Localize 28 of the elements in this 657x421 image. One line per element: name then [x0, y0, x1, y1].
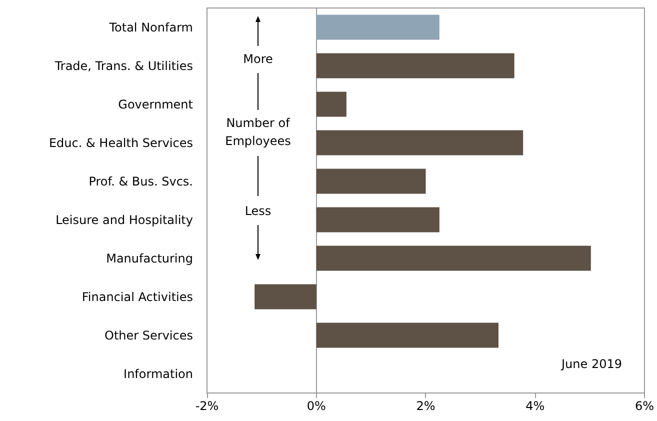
bar	[316, 322, 498, 348]
y-tick-label: Financial Activities	[82, 290, 193, 304]
bar	[316, 53, 514, 78]
x-tick-label: -2%	[195, 399, 219, 413]
x-tick-label: 2%	[416, 399, 436, 413]
y-tick-label: Government	[118, 97, 194, 112]
y-tick-label: Manufacturing	[106, 251, 193, 266]
y-tick-label: Trade, Trans. & Utilities	[54, 58, 193, 73]
x-tick-label: 0%	[306, 399, 326, 413]
bar	[316, 14, 440, 40]
bar	[316, 207, 440, 232]
annotation: More	[243, 52, 273, 66]
annotation: Less	[244, 204, 272, 218]
x-tick-label: 6%	[634, 399, 654, 413]
bar	[316, 130, 524, 156]
y-tick-label: Information	[124, 366, 193, 381]
y-tick-label: Educ. & Health Services	[48, 136, 193, 150]
x-tick-label: 4%	[526, 399, 545, 413]
bar	[316, 168, 426, 194]
y-tick-label: Other Services	[104, 328, 193, 342]
bar	[316, 246, 591, 271]
y-tick-label: Prof. & Bus. Svcs.	[88, 174, 193, 188]
bar	[254, 284, 316, 310]
y-tick-label: Total Nonfarm	[108, 20, 193, 34]
annotation: June 2019	[560, 357, 622, 371]
annotation: Number of Employees	[225, 116, 291, 148]
y-tick-label: Leisure and Hospitality	[56, 212, 193, 227]
bar	[316, 92, 346, 117]
